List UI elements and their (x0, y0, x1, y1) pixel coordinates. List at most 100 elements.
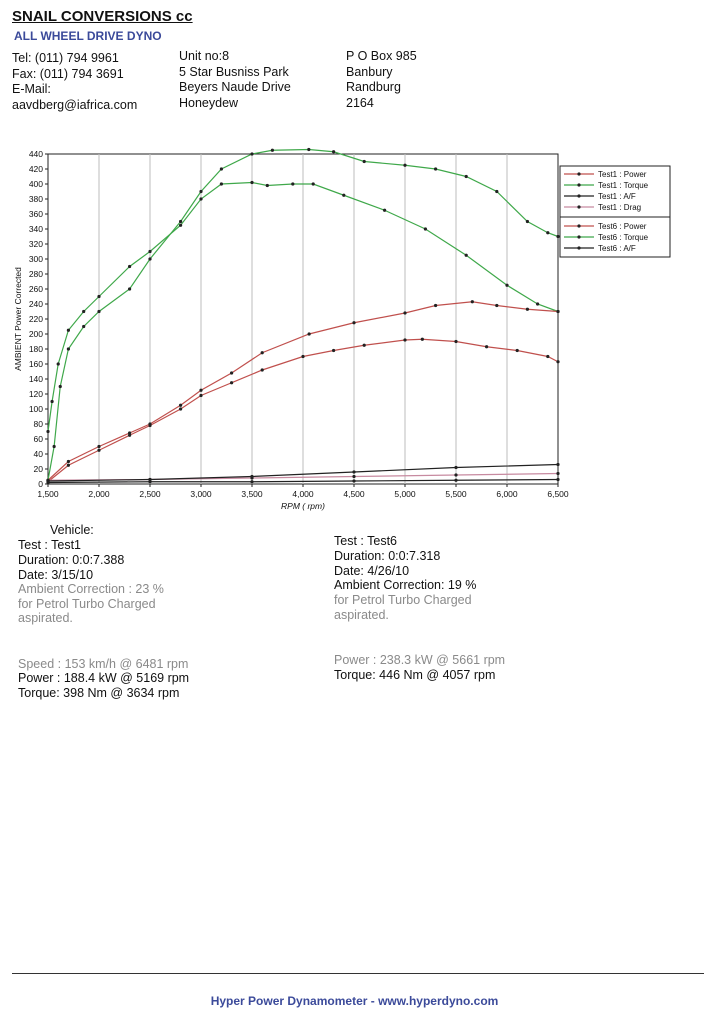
postal-line: P O Box 985 (346, 49, 417, 63)
series-point (250, 152, 254, 156)
legend-marker (577, 194, 581, 198)
series-point (148, 422, 152, 426)
x-axis-label: RPM ( rpm) (281, 501, 325, 511)
y-tick-label: 40 (34, 449, 44, 459)
test6-duration: Duration: 0:0:7.318 (334, 549, 441, 563)
y-tick-label: 320 (29, 239, 43, 249)
series-point (420, 337, 424, 341)
series-point (179, 219, 183, 224)
series-point (291, 182, 295, 186)
series-point (464, 253, 468, 257)
series-point (505, 283, 509, 287)
footer-divider (12, 973, 704, 974)
x-tick-label: 6,000 (496, 489, 518, 499)
legend-label: Test1 : Torque (598, 181, 649, 190)
series-point (148, 477, 152, 482)
series-point (230, 381, 234, 385)
series-point (260, 368, 264, 372)
series-point (556, 309, 560, 314)
series-point (230, 371, 234, 375)
legend-marker (577, 172, 581, 176)
y-tick-label: 360 (29, 209, 43, 219)
series-point (454, 473, 458, 477)
y-tick-label: 180 (29, 344, 43, 354)
series-point (362, 343, 366, 347)
y-tick-label: 20 (34, 464, 44, 474)
x-tick-label: 5,500 (445, 489, 467, 499)
series-point (52, 444, 56, 449)
series-point (536, 302, 540, 306)
series-point (454, 465, 458, 470)
series-point (434, 167, 438, 171)
series-point (82, 324, 86, 329)
series-point (454, 339, 458, 344)
series-point (525, 307, 530, 311)
series-point (332, 348, 336, 353)
legend-marker (577, 205, 581, 209)
series-point (546, 354, 550, 359)
series-point (525, 219, 530, 224)
series-point (260, 351, 264, 355)
series-point (515, 348, 519, 353)
address-line: Honeydew (179, 95, 239, 110)
legend-label: Test6 : Power (598, 222, 647, 231)
test6-name: Test : Test6 (334, 534, 397, 548)
test1-name: Test : Test1 (18, 538, 81, 552)
x-tick-label: 5,000 (394, 489, 416, 499)
series-point (250, 180, 254, 185)
legend-label: Test1 : Power (598, 170, 647, 179)
test1-duration: Duration: 0:0:7.388 (18, 553, 125, 567)
x-tick-label: 2,500 (139, 489, 161, 499)
tel-line: Tel: (011) 794 9961 (12, 51, 119, 65)
y-tick-label: 220 (29, 314, 43, 324)
series-point (307, 332, 311, 336)
test1-power: Power : 188.4 kW @ 5169 rpm (18, 671, 190, 685)
test6-aspirated-note: aspirated. (334, 608, 389, 622)
series-point (219, 182, 223, 186)
series-point (403, 311, 407, 315)
series-point (66, 463, 70, 467)
address-line: Beyers Naude Drive (179, 80, 291, 94)
series-point (199, 388, 203, 392)
y-tick-label: 100 (29, 404, 43, 414)
postal-address-block: P O Box 985 Banbury Randburg 2164 (346, 49, 417, 111)
y-axis-label: AMBIENT Power Corrected (13, 267, 23, 371)
legend-marker (577, 183, 581, 187)
series-point (352, 321, 356, 325)
x-tick-label: 1,500 (37, 489, 59, 499)
legend-marker (577, 235, 581, 239)
series-point (265, 183, 269, 188)
series-point (250, 474, 254, 479)
series-point (362, 159, 366, 164)
y-tick-label: 300 (29, 254, 43, 264)
y-tick-label: 340 (29, 224, 43, 234)
series-point (128, 287, 132, 291)
series-point (66, 328, 70, 332)
series-point (199, 393, 203, 398)
series-point (66, 347, 70, 351)
series-point (179, 223, 183, 227)
series-point (383, 208, 387, 212)
legend-label: Test6 : A/F (598, 244, 636, 253)
series-point (403, 338, 407, 342)
y-tick-label: 440 (29, 149, 43, 159)
y-tick-label: 160 (29, 359, 43, 369)
x-tick-label: 3,000 (190, 489, 212, 499)
series-point (46, 479, 50, 483)
series-point (495, 189, 499, 194)
test1-fuel-note: for Petrol Turbo Charged (18, 597, 156, 611)
series-point (546, 231, 550, 235)
series-point (199, 189, 203, 194)
test6-date: Date: 4/26/10 (334, 564, 410, 578)
y-tick-label: 200 (29, 329, 43, 339)
test1-ambient-correction: Ambient Correction : 23 % (18, 582, 164, 596)
series-point (128, 431, 132, 435)
footer-brand: Hyper Power Dynamometer - www.hyperdyno.… (210, 994, 499, 1008)
series-line (47, 181, 559, 432)
series-point (50, 399, 54, 404)
series-point (556, 462, 560, 467)
test1-torque: Torque: 398 Nm @ 3634 rpm (18, 686, 180, 700)
y-tick-label: 120 (29, 389, 43, 399)
series-point (311, 182, 315, 186)
series-point (403, 163, 407, 167)
